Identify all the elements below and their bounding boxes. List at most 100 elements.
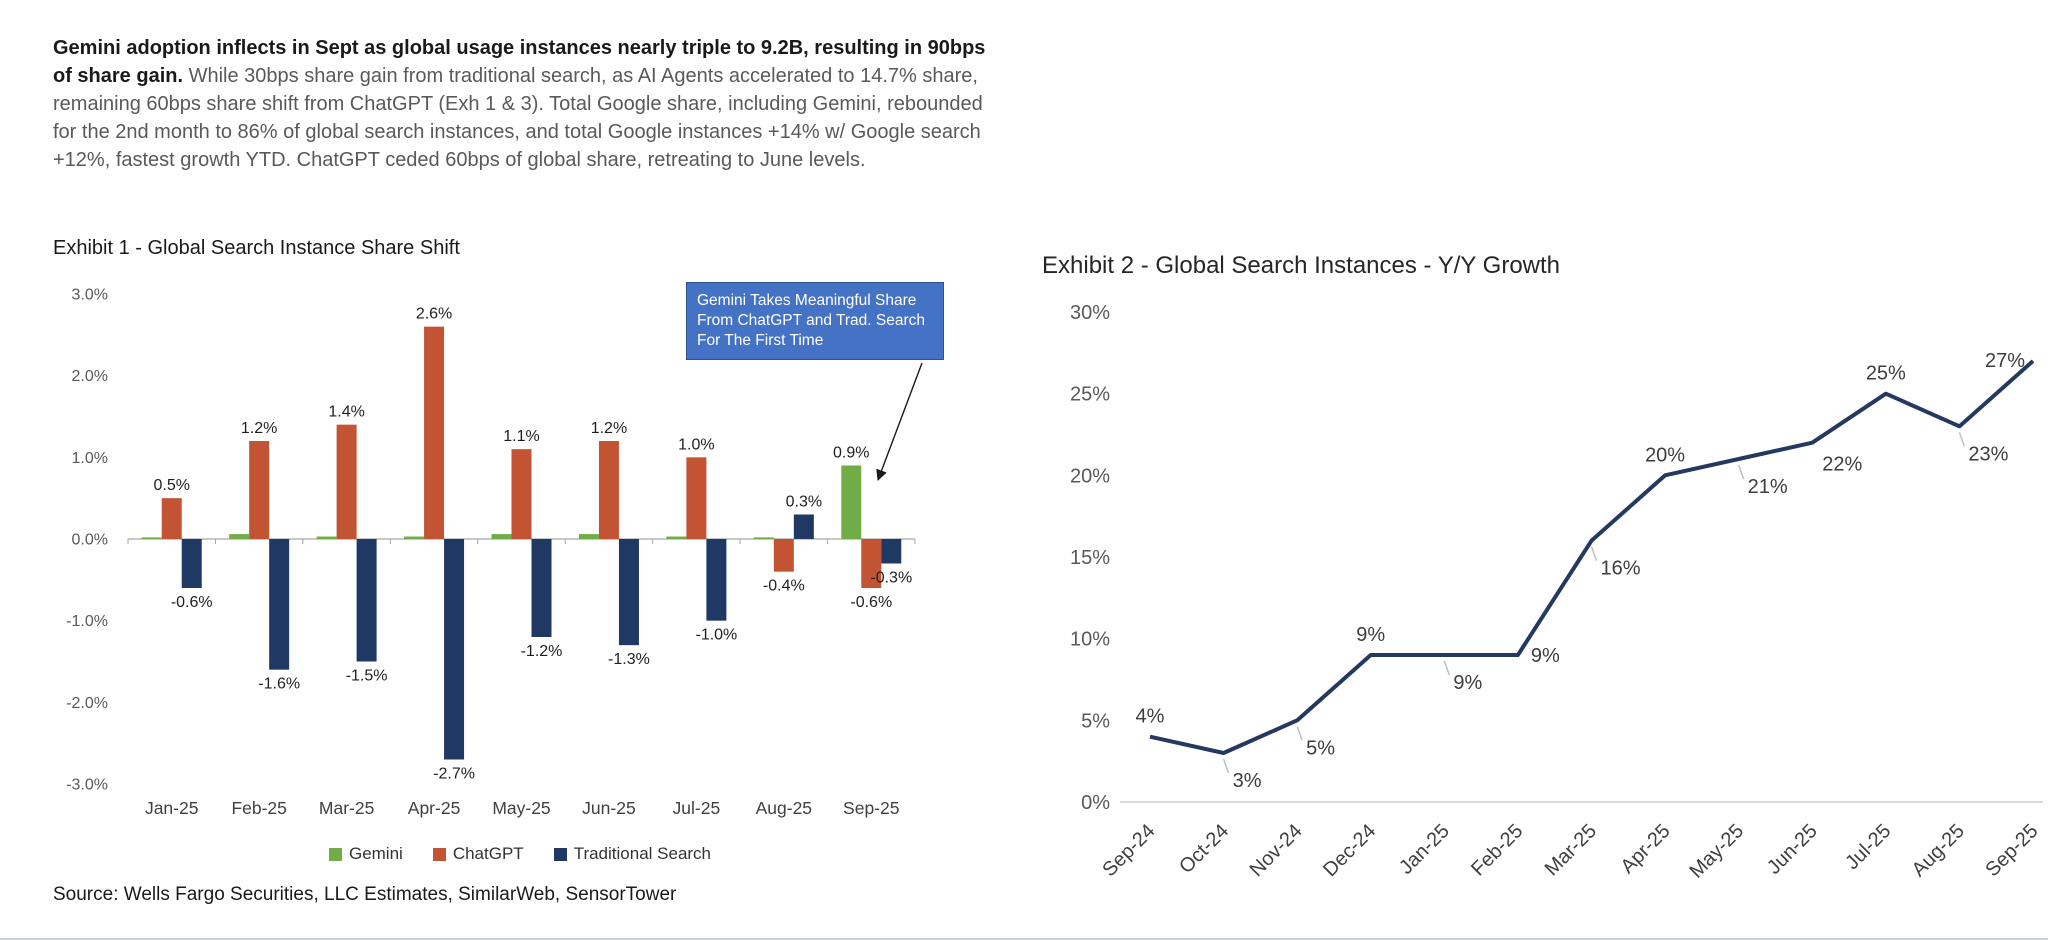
svg-text:Sep-25: Sep-25 [1981,820,2042,881]
svg-text:1.0%: 1.0% [678,436,714,453]
legend-label: ChatGPT [452,844,524,863]
commentary-regular-text: While 30bps share gain from traditional … [53,65,983,171]
svg-text:Jan-25: Jan-25 [1395,820,1454,879]
svg-text:Jun-25: Jun-25 [582,798,636,818]
svg-text:3%: 3% [1233,770,1262,792]
svg-text:1.0%: 1.0% [72,450,108,467]
legend: Gemini ChatGPT Traditional Search [50,844,990,864]
bar [316,536,337,539]
svg-text:20%: 20% [1645,444,1685,466]
svg-text:-0.4%: -0.4% [763,578,805,595]
svg-text:Dec-24: Dec-24 [1319,820,1380,881]
svg-text:-1.3%: -1.3% [608,651,650,668]
growth-line [1149,359,2035,755]
svg-text:Sep-24: Sep-24 [1098,820,1159,881]
annotation-arrow [876,362,923,482]
bottom-divider [0,938,2048,940]
svg-text:1.2%: 1.2% [241,420,277,437]
bar [706,539,727,621]
svg-text:Feb-25: Feb-25 [1467,820,1527,880]
svg-text:0.9%: 0.9% [833,445,869,462]
svg-text:15%: 15% [1070,547,1110,569]
svg-text:5%: 5% [1081,710,1110,732]
svg-text:2.0%: 2.0% [72,368,108,385]
commentary-bold-text: Gemini adoption inflects in Sept as glob… [53,37,986,87]
bar [793,514,814,539]
svg-text:-2.0%: -2.0% [66,695,108,712]
svg-text:1.1%: 1.1% [503,428,539,445]
svg-text:May-25: May-25 [492,798,550,818]
svg-text:Jul-25: Jul-25 [673,798,721,818]
svg-text:-0.6%: -0.6% [850,594,892,611]
bar [404,536,425,539]
svg-text:30%: 30% [1070,302,1110,324]
svg-text:-1.2%: -1.2% [521,643,563,660]
svg-text:-3.0%: -3.0% [66,777,108,794]
svg-text:-0.6%: -0.6% [171,594,213,611]
svg-text:Jan-25: Jan-25 [145,798,199,818]
svg-text:-1.6%: -1.6% [258,676,300,693]
svg-text:Sep-25: Sep-25 [843,798,899,818]
legend-label: Gemini [348,844,403,863]
bar [686,457,707,539]
bar [773,539,794,572]
bar [618,539,639,646]
bar [753,537,774,539]
svg-text:25%: 25% [1070,384,1110,406]
legend-swatch-icon [432,847,446,861]
bar-series-chatgpt: 0.5% 1.2% 1.4% 2.6% 1.1% 1.2% 1.0% -0.4% -0.6% [153,306,892,611]
exhibit1-chart: 3.0% 2.0% 1.0% 0.0% -1.0% -2.0% -3.0% Jan-25 Feb… [50,264,990,876]
bar [598,441,619,539]
svg-text:Feb-25: Feb-25 [231,798,286,818]
annotation-callout: Gemini Takes Meaningful Share From ChatG… [686,282,944,360]
bar [249,441,270,539]
svg-text:4%: 4% [1136,706,1165,728]
svg-text:5%: 5% [1306,737,1335,759]
svg-text:3.0%: 3.0% [72,287,108,304]
svg-text:Aug-25: Aug-25 [1908,820,1969,881]
svg-text:21%: 21% [1748,476,1788,498]
svg-text:25%: 25% [1866,363,1906,385]
svg-text:-2.7%: -2.7% [433,766,475,783]
svg-text:9%: 9% [1531,645,1560,667]
bar [356,539,377,662]
svg-text:1.2%: 1.2% [591,420,627,437]
svg-text:0.0%: 0.0% [72,532,108,549]
commentary: Gemini adoption inflects in Sept as glob… [53,34,993,174]
bar [511,449,532,539]
svg-text:-1.5%: -1.5% [346,668,388,685]
svg-text:Oct-24: Oct-24 [1175,820,1233,878]
bar [269,539,290,670]
bar [531,539,552,637]
legend-item: Gemini [328,844,403,864]
svg-text:-0.3%: -0.3% [870,570,912,587]
svg-text:27%: 27% [1985,350,2025,372]
legend-item: Traditional Search [553,844,712,864]
bar-series-gemini: 0.9% [141,445,870,539]
svg-text:10%: 10% [1070,629,1110,651]
svg-text:Apr-25: Apr-25 [408,798,461,818]
bar [491,534,512,539]
svg-text:Apr-25: Apr-25 [1617,820,1675,878]
svg-text:22%: 22% [1822,454,1862,476]
annotation-text: Gemini Takes Meaningful Share From ChatG… [697,292,926,349]
bar [861,539,882,588]
bar [141,537,162,539]
legend-label: Traditional Search [573,844,712,863]
svg-text:2.6%: 2.6% [416,306,452,323]
svg-text:Nov-24: Nov-24 [1246,820,1307,881]
svg-text:16%: 16% [1601,558,1641,580]
bar [181,539,202,588]
exhibit1-title: Exhibit 1 - Global Search Instance Share… [53,237,460,259]
svg-text:0.5%: 0.5% [153,477,189,494]
svg-text:Mar-25: Mar-25 [1541,820,1601,880]
svg-text:Jun-25: Jun-25 [1763,820,1822,879]
bar [336,424,357,539]
svg-text:Aug-25: Aug-25 [756,798,812,818]
legend-swatch-icon [328,847,342,861]
bar [841,465,862,539]
bar [424,326,445,539]
bar [444,539,465,760]
exhibit1-bar-chart: 3.0% 2.0% 1.0% 0.0% -1.0% -2.0% -3.0% Jan-25 Feb… [66,287,923,818]
